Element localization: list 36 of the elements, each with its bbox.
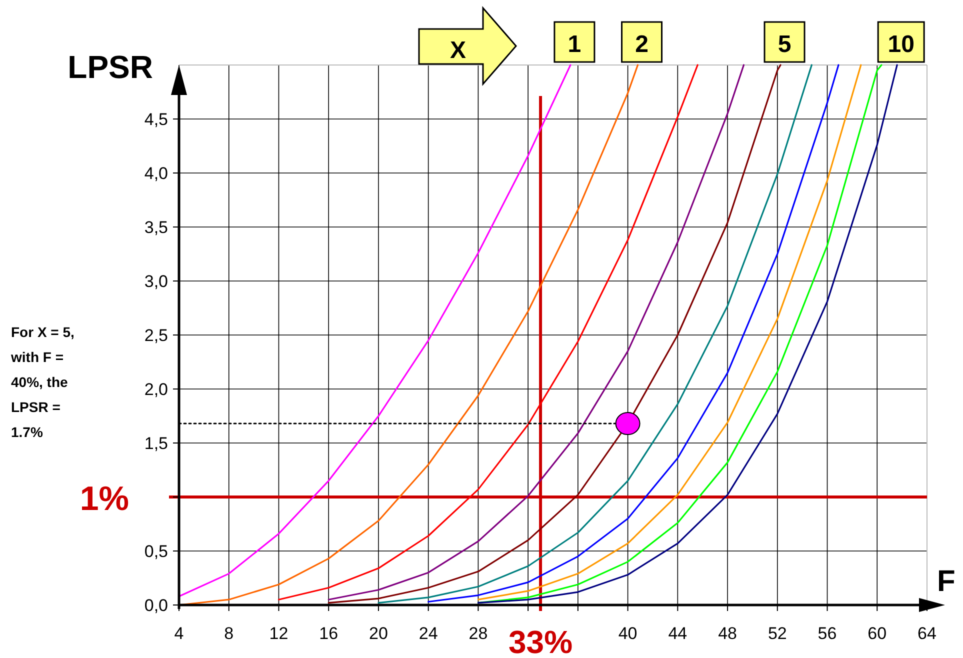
- y-tick-label: 0,5: [144, 542, 168, 561]
- legend-title: X: [450, 37, 466, 64]
- x-tick-label: 8: [224, 624, 234, 643]
- y-tick-label: 3,0: [144, 272, 168, 291]
- line-series: [278, 64, 698, 600]
- x-tick-label: 48: [718, 624, 737, 643]
- x-tick-label: 52: [768, 624, 787, 643]
- line-series: [178, 64, 572, 598]
- y-tick-label: 4,5: [144, 110, 168, 129]
- x-tick-label: 12: [269, 624, 288, 643]
- y-tick-label: 1,5: [144, 434, 168, 453]
- x-tick-label: 44: [668, 624, 688, 643]
- line-series: [428, 64, 840, 603]
- x-tick-label: 40: [618, 624, 638, 643]
- text: For X = 5, with F = 40%, the LPSR = 1.7%: [10, 324, 74, 440]
- ref-line-label: 1%: [80, 480, 129, 518]
- y-axis-title: LPSR: [68, 49, 153, 85]
- x-tick-label: 28: [468, 624, 488, 643]
- x-tick-label: 24: [418, 624, 438, 643]
- series-label: 2: [635, 31, 648, 58]
- x-axis-title: F: [937, 565, 956, 598]
- x-tick-label: 20: [369, 624, 388, 643]
- y-tick-label: 4,0: [144, 164, 168, 183]
- ref-line-label: 33%: [508, 624, 573, 658]
- x-tick-label: 4: [174, 624, 184, 643]
- y-tick-label: 3,5: [144, 218, 168, 237]
- series-label: 1: [568, 31, 582, 58]
- x-tick-label: 16: [319, 624, 338, 643]
- x-tick-label: 64: [918, 624, 936, 643]
- series-label: 5: [778, 31, 792, 58]
- y-tick-label: 2,0: [144, 380, 168, 399]
- x-tick-label: 56: [818, 624, 837, 643]
- series-label: 10: [888, 31, 914, 58]
- y-tick-label: 0,0: [144, 596, 168, 615]
- y-tick-label: 2,5: [144, 326, 168, 345]
- x-tick-label: 60: [868, 624, 887, 643]
